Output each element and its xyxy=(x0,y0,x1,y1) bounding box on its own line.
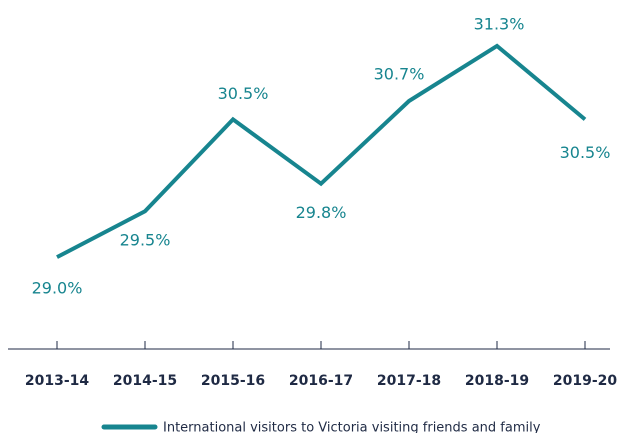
data-label: 30.7% xyxy=(374,65,425,84)
x-tick-label: 2019-20 xyxy=(553,373,618,389)
x-tick-label: 2018-19 xyxy=(465,373,529,389)
x-tick-label: 2017-18 xyxy=(377,373,441,389)
x-tick-label: 2013-14 xyxy=(25,373,90,389)
x-tick-label: 2014-15 xyxy=(113,373,177,389)
data-label: 29.8% xyxy=(296,203,347,222)
data-label: 29.0% xyxy=(32,279,83,298)
data-label: 30.5% xyxy=(560,143,611,162)
legend-label: International visitors to Victoria visit… xyxy=(163,421,541,433)
data-label: 31.3% xyxy=(474,14,525,33)
data-line xyxy=(56,43,587,259)
x-tick-label: 2016-17 xyxy=(289,373,353,389)
data-label: 30.5% xyxy=(218,84,269,103)
x-tick-label: 2015-16 xyxy=(201,373,265,389)
data-label: 29.5% xyxy=(120,231,171,250)
